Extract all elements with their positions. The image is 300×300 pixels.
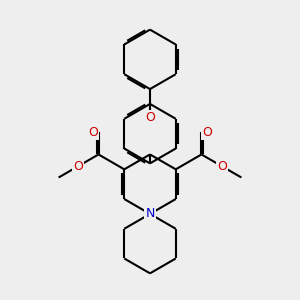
Text: O: O (73, 160, 83, 173)
Text: O: O (202, 126, 212, 139)
Text: O: O (145, 111, 155, 124)
Text: N: N (145, 207, 155, 220)
Text: O: O (88, 126, 98, 139)
Text: O: O (217, 160, 227, 173)
